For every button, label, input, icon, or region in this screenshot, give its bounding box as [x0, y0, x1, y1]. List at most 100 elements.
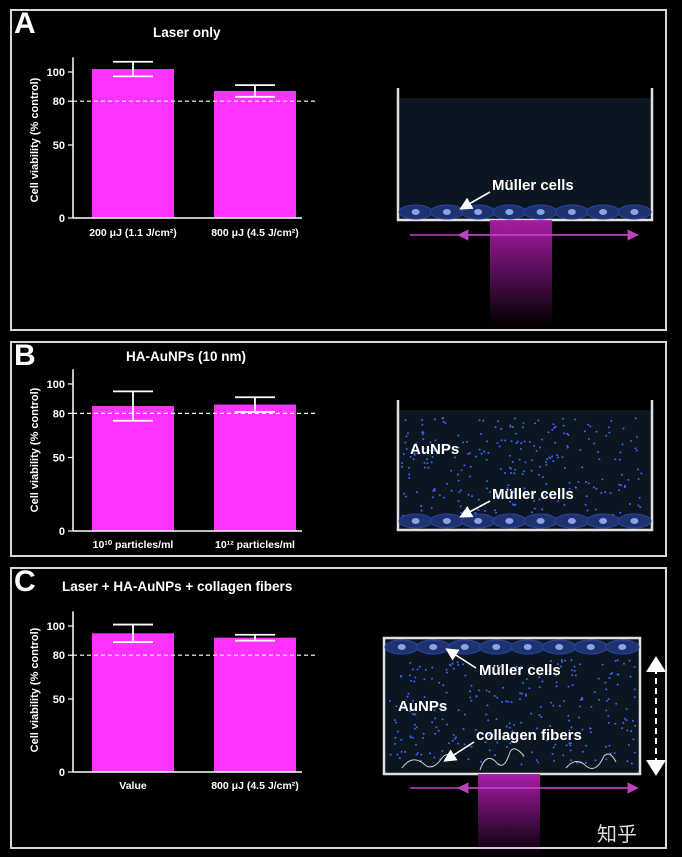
- nanoparticle: [538, 686, 541, 689]
- inversion-arrow-head-down: [646, 760, 666, 776]
- nanoparticle: [528, 440, 531, 443]
- nanoparticle: [409, 661, 412, 664]
- nanoparticle: [550, 701, 553, 704]
- cell-layer-a: [398, 204, 652, 220]
- nanoparticle: [590, 705, 593, 708]
- nanoparticle: [496, 442, 499, 444]
- nanoparticle: [605, 745, 607, 748]
- nanoparticle: [533, 444, 536, 447]
- nanoparticle: [546, 458, 548, 461]
- nanoparticle: [431, 721, 434, 724]
- nanoparticle: [563, 466, 566, 469]
- nanoparticle: [562, 417, 564, 420]
- nanoparticle: [553, 759, 555, 762]
- nanoparticle: [404, 419, 407, 422]
- chart-c-category-label: Value: [119, 780, 147, 792]
- panel-letter-a: A: [14, 7, 36, 40]
- nanoparticle: [501, 701, 504, 703]
- nanoparticle: [605, 688, 608, 691]
- chart-b-y-tick-label: 100: [47, 379, 65, 391]
- nanoparticle: [623, 486, 626, 489]
- nanoparticle: [480, 760, 482, 763]
- nanoparticle: [413, 727, 416, 730]
- nanoparticle: [410, 679, 413, 682]
- nanoparticle: [484, 510, 487, 512]
- nanoparticle: [421, 419, 424, 422]
- nanoparticle: [429, 441, 432, 444]
- chart-c-y-tick-label: 80: [53, 650, 65, 662]
- nanoparticle: [608, 677, 611, 680]
- nanoparticle: [546, 739, 548, 742]
- cell-nucleus: [411, 209, 420, 215]
- nanoparticle: [508, 466, 511, 469]
- nanoparticle: [576, 761, 579, 764]
- nanoparticle: [425, 701, 428, 704]
- nanoparticle: [637, 504, 640, 507]
- nanoparticle: [539, 706, 542, 709]
- nanoparticle: [589, 425, 592, 428]
- nanoparticle: [538, 498, 541, 501]
- nanoparticle: [515, 665, 518, 668]
- nanoparticle: [588, 437, 590, 440]
- nanoparticle: [513, 417, 516, 420]
- nanoparticle: [500, 427, 503, 430]
- nanoparticle: [505, 700, 508, 703]
- fibers-pointer-c: [443, 741, 475, 762]
- chart-title-a: Laser only: [153, 25, 221, 40]
- nanoparticle: [533, 507, 536, 510]
- nanoparticle: [560, 665, 562, 668]
- nanoparticle: [511, 426, 514, 428]
- nanoparticle: [566, 446, 569, 449]
- panel-letter-c: C: [14, 565, 36, 598]
- nanoparticle: [607, 426, 610, 429]
- chart-b-y-tick-label: 80: [53, 408, 65, 420]
- nanoparticle: [424, 668, 427, 671]
- nanoparticle: [462, 663, 464, 666]
- nanoparticle: [469, 690, 472, 693]
- nanoparticle: [570, 669, 573, 672]
- nanoparticle: [539, 446, 542, 449]
- nanoparticle: [450, 489, 453, 492]
- nanoparticle: [396, 730, 399, 733]
- nanoparticle: [630, 762, 633, 765]
- nanoparticle: [400, 750, 403, 753]
- nanoparticle: [589, 727, 592, 730]
- nanoparticle: [496, 741, 499, 744]
- nanoparticle: [551, 753, 554, 755]
- nanoparticle: [423, 696, 426, 698]
- nanoparticle: [607, 698, 610, 701]
- nanoparticle: [578, 663, 581, 666]
- nanoparticle: [524, 694, 527, 697]
- nanoparticle: [416, 452, 419, 455]
- nanoparticle: [421, 423, 424, 426]
- nanoparticle: [408, 466, 411, 469]
- nanoparticle: [426, 462, 429, 465]
- nanoparticle: [565, 744, 568, 747]
- nanoparticle: [422, 438, 425, 441]
- nanoparticle: [435, 726, 438, 729]
- nanoparticle: [438, 681, 441, 684]
- chart-a-category-label: 800 μJ (4.5 J/cm²): [211, 227, 299, 239]
- nanoparticle: [581, 728, 584, 731]
- nanoparticle: [562, 424, 565, 427]
- nanoparticle: [506, 487, 509, 490]
- nanoparticle: [432, 489, 435, 492]
- nanoparticle: [508, 726, 511, 729]
- nanoparticle: [460, 469, 463, 472]
- nanoparticle: [464, 674, 467, 677]
- nanoparticle: [442, 684, 445, 687]
- cell-nucleus: [442, 518, 451, 524]
- well-b-medium: [398, 410, 652, 530]
- well-c: [382, 636, 642, 776]
- nanoparticle: [444, 422, 447, 424]
- nanoparticle: [622, 721, 625, 724]
- chart-b-bar: [214, 404, 296, 531]
- cell-nucleus: [523, 644, 532, 650]
- cell-nucleus: [474, 209, 483, 215]
- nanoparticle: [592, 486, 595, 489]
- nanoparticle: [495, 511, 497, 514]
- nanoparticle: [393, 719, 396, 722]
- nanoparticle: [595, 430, 598, 433]
- nanoparticle: [584, 481, 587, 483]
